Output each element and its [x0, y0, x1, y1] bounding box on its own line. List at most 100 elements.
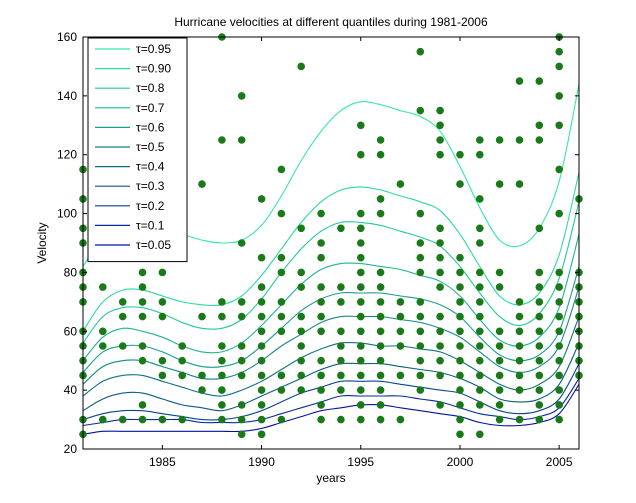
- data-point: [237, 312, 246, 321]
- data-point: [456, 415, 464, 424]
- data-point: [218, 312, 226, 321]
- data-point: [198, 180, 206, 188]
- data-point: [218, 415, 226, 424]
- data-point: [476, 150, 484, 159]
- data-point: [476, 401, 484, 409]
- data-point: [515, 386, 524, 394]
- data-point: [376, 150, 385, 159]
- quantile-curve-7: [82, 342, 580, 412]
- data-point: [198, 371, 206, 380]
- data-point: [337, 386, 345, 394]
- data-point: [337, 298, 345, 306]
- data-point: [237, 356, 246, 365]
- data-point: [456, 312, 464, 321]
- data-point: [317, 371, 325, 380]
- y-tick-label: 140: [57, 89, 77, 103]
- data-point: [198, 312, 206, 321]
- data-point: [416, 298, 425, 306]
- data-point: [158, 415, 167, 424]
- data-point: [555, 371, 563, 380]
- y-tick-label: 120: [57, 148, 77, 162]
- data-point: [456, 356, 464, 365]
- data-point: [158, 268, 167, 277]
- data-point: [555, 47, 563, 56]
- data-point: [257, 327, 266, 336]
- data-point: [456, 371, 464, 380]
- data-point: [237, 92, 246, 100]
- data-point: [118, 312, 127, 321]
- quantile-curve-10: [82, 383, 580, 435]
- data-point: [317, 239, 325, 247]
- data-point: [515, 77, 524, 85]
- legend-box: [87, 37, 188, 263]
- data-point: [535, 268, 544, 277]
- data-point: [535, 356, 544, 365]
- data-point: [456, 401, 464, 409]
- data-point: [535, 342, 544, 350]
- data-point: [535, 415, 544, 424]
- data-point: [138, 268, 147, 277]
- data-point: [555, 209, 563, 218]
- legend-label: τ=0.3: [136, 179, 165, 193]
- data-point: [277, 209, 286, 218]
- y-tick-label: 20: [64, 442, 78, 456]
- data-point: [535, 386, 544, 394]
- data-point: [456, 150, 464, 159]
- data-point: [535, 283, 544, 291]
- data-point: [476, 386, 484, 394]
- data-point: [515, 312, 524, 321]
- data-point: [277, 268, 286, 277]
- data-point: [416, 47, 425, 56]
- data-point: [357, 386, 365, 394]
- data-point: [297, 312, 306, 321]
- data-point: [535, 327, 544, 336]
- data-point: [317, 415, 325, 424]
- data-point: [277, 327, 286, 336]
- data-points: [79, 33, 583, 439]
- data-point: [337, 327, 345, 336]
- data-point: [357, 283, 365, 291]
- data-point: [416, 106, 425, 115]
- data-point: [436, 371, 444, 380]
- data-point: [357, 224, 365, 233]
- legend-label: τ=0.4: [136, 160, 165, 174]
- data-point: [257, 386, 266, 394]
- data-point: [515, 342, 524, 350]
- data-point: [396, 312, 405, 321]
- data-point: [535, 298, 544, 306]
- data-point: [257, 312, 266, 321]
- y-tick-label: 60: [64, 324, 78, 338]
- x-tick-label: 1985: [149, 455, 176, 469]
- data-point: [555, 283, 563, 291]
- data-point: [337, 356, 345, 365]
- plot-frame: [82, 36, 580, 450]
- data-point: [535, 77, 544, 85]
- data-point: [237, 298, 246, 306]
- legend-label: τ=0.7: [136, 101, 165, 115]
- quantile-curve-4: [82, 266, 580, 373]
- quantile-curve-6: [82, 316, 580, 397]
- data-point: [416, 268, 425, 277]
- data-point: [277, 386, 286, 394]
- data-point: [357, 121, 365, 130]
- x-axis-ticks: 1985 1990 1995 2000 2005: [149, 37, 573, 469]
- data-point: [416, 371, 425, 380]
- data-point: [138, 283, 147, 291]
- data-point: [257, 430, 266, 439]
- data-point: [178, 356, 186, 365]
- data-point: [257, 415, 266, 424]
- data-point: [436, 327, 444, 336]
- data-point: [515, 356, 524, 365]
- data-point: [535, 312, 544, 321]
- data-point: [118, 298, 127, 306]
- data-point: [436, 342, 444, 350]
- data-point: [555, 342, 563, 350]
- data-point: [555, 312, 563, 321]
- data-point: [436, 121, 444, 130]
- data-point: [337, 224, 345, 233]
- data-point: [456, 283, 464, 291]
- y-axis-ticks: 20 40 60 80 100 120 140 160: [57, 30, 579, 456]
- data-point: [396, 342, 405, 350]
- data-point: [476, 224, 484, 233]
- data-point: [555, 121, 563, 130]
